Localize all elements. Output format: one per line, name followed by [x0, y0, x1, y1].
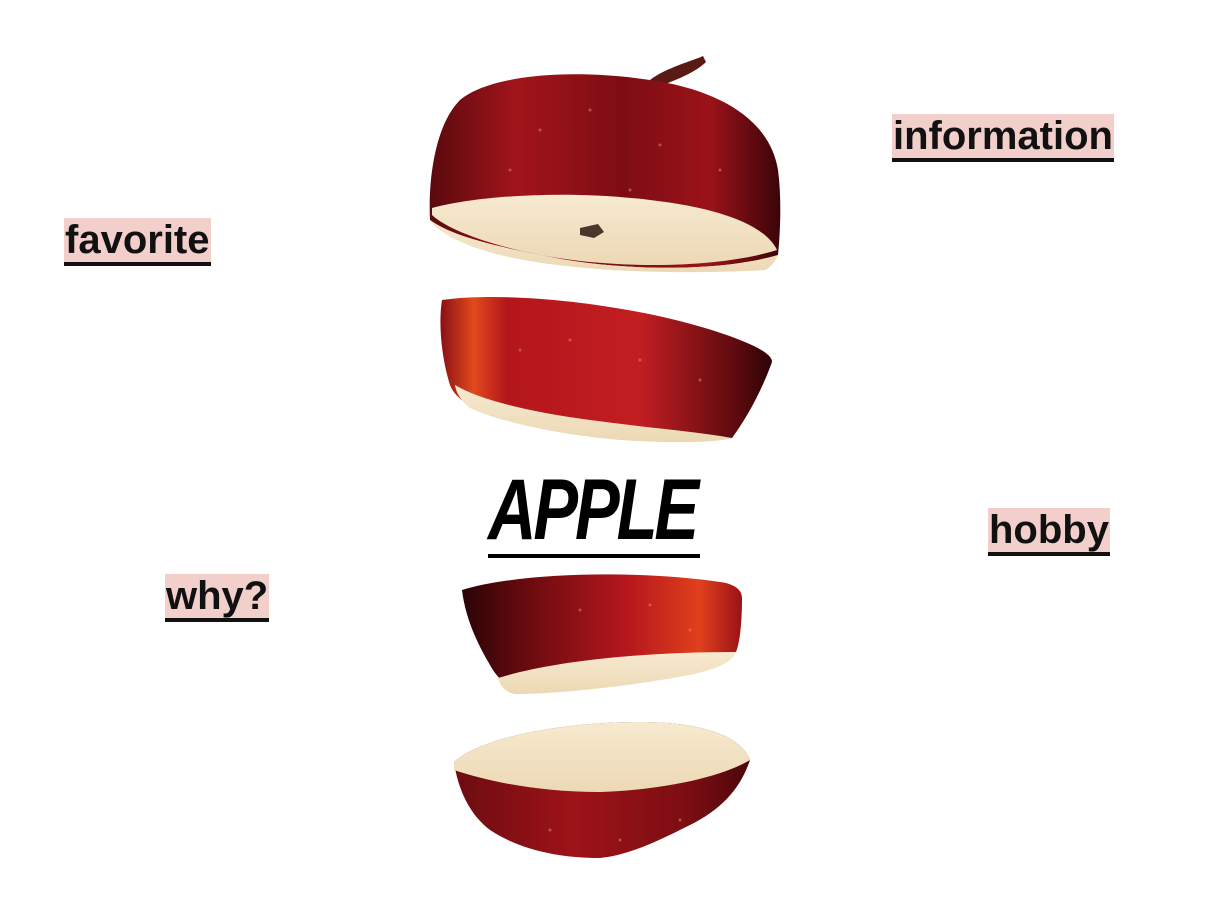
title: APPLE: [488, 466, 704, 562]
keyword-favorite: favorite: [64, 218, 211, 266]
keyword-information: information: [892, 114, 1114, 162]
title-text: APPLE: [488, 462, 699, 558]
title-underline: [488, 554, 700, 558]
sliced-apple-image: [429, 56, 781, 858]
keyword-hobby: hobby: [988, 508, 1110, 556]
keyword-why: why?: [165, 574, 270, 622]
